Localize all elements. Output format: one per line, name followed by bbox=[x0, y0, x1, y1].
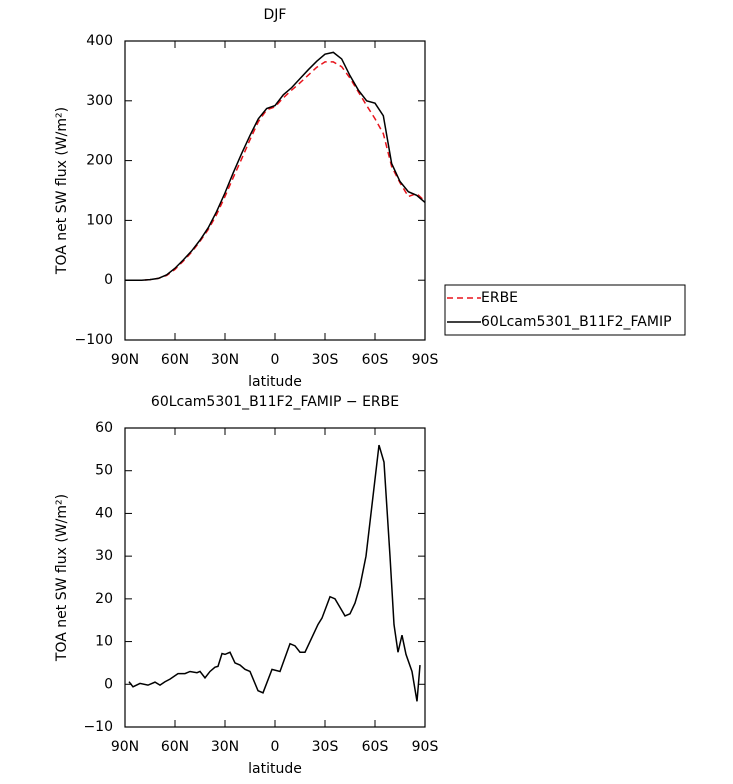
y-tick-label: 0 bbox=[104, 272, 113, 288]
y-tick-label: 60 bbox=[95, 420, 113, 436]
x-tick-label: 90S bbox=[412, 352, 439, 368]
legend-label: ERBE bbox=[481, 290, 518, 306]
y-axis-label: TOA net SW flux (W/m²) bbox=[54, 107, 70, 275]
x-tick-label: 0 bbox=[271, 352, 280, 368]
x-axis-label: latitude bbox=[248, 374, 302, 390]
y-axis-label: TOA net SW flux (W/m²) bbox=[54, 494, 70, 662]
data-line bbox=[125, 51, 426, 281]
data-line bbox=[125, 61, 426, 281]
x-tick-label: 90N bbox=[111, 352, 139, 368]
y-tick-label: 0 bbox=[104, 676, 113, 692]
y-tick-label: 400 bbox=[86, 33, 113, 49]
chart-title: 60Lcam5301_B11F2_FAMIP − ERBE bbox=[151, 394, 399, 410]
y-tick-label: 100 bbox=[86, 212, 113, 228]
x-tick-label: 60S bbox=[362, 352, 389, 368]
data-line bbox=[128, 444, 421, 702]
x-tick-label: 60S bbox=[362, 739, 389, 755]
legend-box bbox=[444, 284, 686, 336]
x-tick-label: 90S bbox=[412, 739, 439, 755]
plot-frame bbox=[124, 427, 426, 728]
x-tick-label: 0 bbox=[271, 739, 280, 755]
plot-frame bbox=[124, 40, 426, 341]
y-tick-label: 200 bbox=[86, 153, 113, 169]
y-tick-label: 20 bbox=[95, 591, 113, 607]
x-tick-label: 30N bbox=[211, 352, 239, 368]
legend-label: 60Lcam5301_B11F2_FAMIP bbox=[481, 314, 672, 330]
y-tick-label: 300 bbox=[86, 93, 113, 109]
y-tick-label: 30 bbox=[95, 548, 113, 564]
x-tick-label: 60N bbox=[161, 352, 189, 368]
y-tick-label: −10 bbox=[83, 719, 113, 735]
y-tick-label: 10 bbox=[95, 634, 113, 650]
x-tick-label: 30S bbox=[312, 352, 339, 368]
x-tick-label: 30N bbox=[211, 739, 239, 755]
x-tick-label: 30S bbox=[312, 739, 339, 755]
y-tick-label: −100 bbox=[75, 332, 113, 348]
x-tick-label: 90N bbox=[111, 739, 139, 755]
y-tick-label: 40 bbox=[95, 505, 113, 521]
x-axis-label: latitude bbox=[248, 761, 302, 777]
chart-title: DJF bbox=[264, 7, 287, 23]
x-tick-label: 60N bbox=[161, 739, 189, 755]
y-tick-label: 50 bbox=[95, 463, 113, 479]
